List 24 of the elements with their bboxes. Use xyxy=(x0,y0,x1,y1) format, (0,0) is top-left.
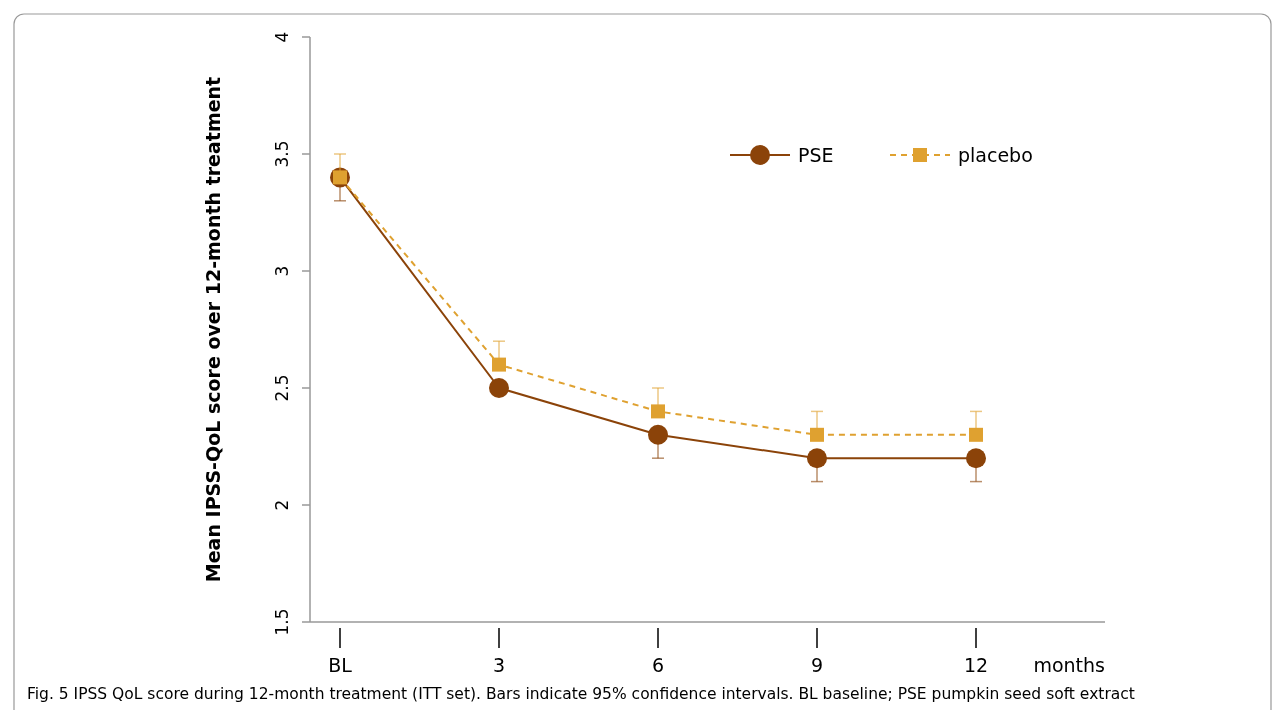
y-tick-label: 1.5 xyxy=(272,608,292,636)
point xyxy=(807,448,827,469)
x-tick-label: 12 xyxy=(963,654,989,676)
caption: Fig. 5 IPSS QoL score during 12-month treatment (ITT set). Bars indicate 95% confidence intervals. BL baseline; PSE pumpkin seed soft extract xyxy=(27,685,1135,703)
x-tick-label: 9 xyxy=(810,654,824,676)
point xyxy=(492,357,506,372)
y-tick-label: 3 xyxy=(272,265,292,277)
point xyxy=(966,448,986,469)
y-axis-title: Mean IPSS-QoL score over 12-month treatment xyxy=(202,76,224,583)
y-tick-label: 4 xyxy=(272,31,292,43)
x-axis-title: months xyxy=(1033,654,1105,676)
legend-label: placebo xyxy=(958,144,1033,166)
point xyxy=(969,427,983,442)
x-tick-label: 6 xyxy=(651,654,665,676)
y-tick-label: 3.5 xyxy=(272,140,292,168)
point xyxy=(648,424,668,445)
point xyxy=(489,378,509,398)
x-tick-label: 3 xyxy=(492,654,506,676)
point xyxy=(810,427,824,442)
y-tick-label: 2 xyxy=(272,499,292,511)
legend-label: PSE xyxy=(798,144,834,166)
y-tick-label: 2.5 xyxy=(272,374,292,402)
x-tick-label: BL xyxy=(328,654,353,676)
point xyxy=(651,404,665,419)
